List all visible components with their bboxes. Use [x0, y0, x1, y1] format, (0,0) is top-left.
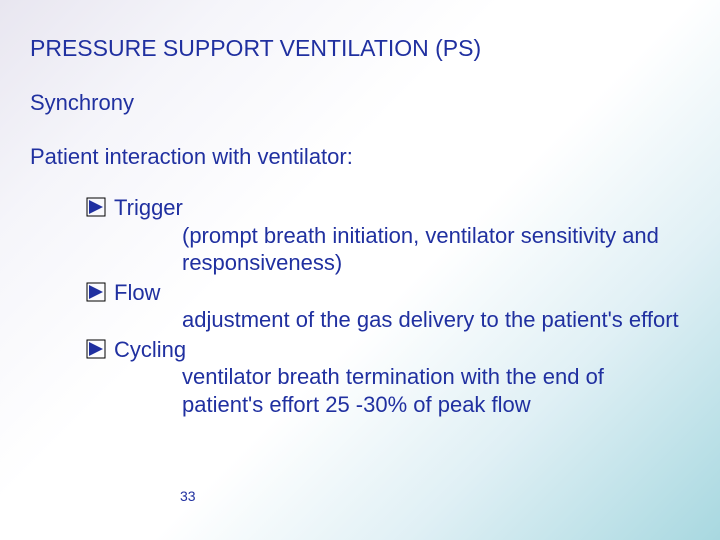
- list-item: Trigger (prompt breath initiation, venti…: [86, 194, 690, 277]
- bullet-marker-icon: [86, 282, 108, 304]
- bullet-description: ventilator breath termination with the e…: [86, 363, 690, 418]
- bullet-label: Flow: [114, 279, 160, 307]
- page-number: 33: [180, 488, 196, 504]
- bullet-label: Trigger: [114, 194, 183, 222]
- bullet-row: Trigger: [86, 194, 690, 222]
- slide-title: PRESSURE SUPPORT VENTILATION (PS): [30, 35, 690, 62]
- bullet-description: (prompt breath initiation, ventilator se…: [86, 222, 690, 277]
- bullet-marker-icon: [86, 197, 108, 219]
- bullet-marker-icon: [86, 339, 108, 361]
- bullet-row: Flow: [86, 279, 690, 307]
- slide-intro: Patient interaction with ventilator:: [30, 144, 690, 170]
- bullet-description: adjustment of the gas delivery to the pa…: [86, 306, 690, 334]
- list-item: Flow adjustment of the gas delivery to t…: [86, 279, 690, 334]
- slide: PRESSURE SUPPORT VENTILATION (PS) Synchr…: [0, 0, 720, 540]
- list-item: Cycling ventilator breath termination wi…: [86, 336, 690, 419]
- bullet-row: Cycling: [86, 336, 690, 364]
- slide-subtitle: Synchrony: [30, 90, 690, 116]
- bullet-list: Trigger (prompt breath initiation, venti…: [30, 194, 690, 418]
- bullet-label: Cycling: [114, 336, 186, 364]
